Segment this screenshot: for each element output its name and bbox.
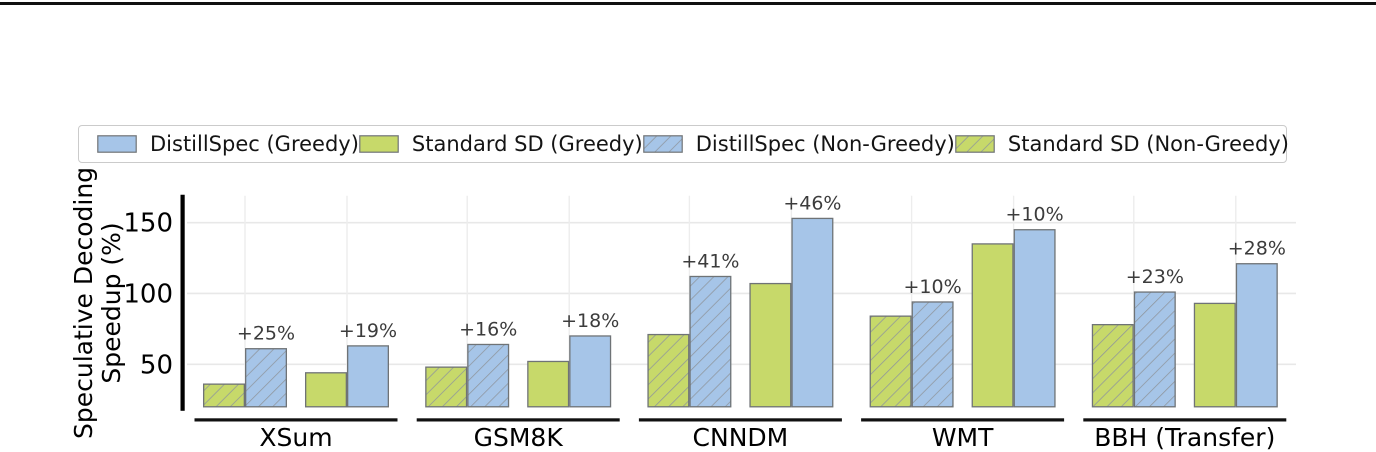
legend-label: DistillSpec (Greedy) <box>150 132 359 156</box>
bar-cnndm-distillspec-greedy <box>791 217 834 408</box>
bar-wmt-distillspec-non-greedy <box>911 301 954 408</box>
legend-swatch-standard-sd-greedy <box>359 135 399 153</box>
bar-bbh-transfer-standard-sd-non-greedy <box>1091 323 1134 408</box>
bar-gsm8k-standard-sd-non-greedy <box>425 366 468 408</box>
x-axis-line-gsm8k <box>416 418 620 422</box>
legend-item-standard-sd-greedy: Standard SD (Greedy) <box>359 132 643 156</box>
legend-item-distillspec-non-greedy: DistillSpec (Non-Greedy) <box>642 132 955 156</box>
legend-swatch-distillspec-non-greedy <box>642 135 683 153</box>
x-axis-line-wmt <box>861 418 1065 422</box>
category-label-bbh-transfer: BBH (Transfer) <box>1094 423 1275 452</box>
annotation-cnndm-greedy: +46% <box>783 192 841 214</box>
legend-label: Standard SD (Non-Greedy) <box>1007 132 1289 156</box>
y-tick-label-50: 50 <box>140 350 173 380</box>
bar-cnndm-standard-sd-non-greedy <box>647 333 690 408</box>
y-axis-label-line-1: Speculative Decoding <box>69 167 98 439</box>
legend-item-standard-sd-non-greedy: Standard SD (Non-Greedy) <box>955 132 1289 156</box>
legend-swatch-standard-sd-non-greedy <box>955 135 995 153</box>
legend-item-distillspec-greedy: DistillSpec (Greedy) <box>97 132 359 156</box>
bar-bbh-transfer-distillspec-non-greedy <box>1133 291 1176 408</box>
bar-wmt-standard-sd-non-greedy <box>869 315 912 408</box>
x-axis-line-xsum <box>194 418 398 422</box>
bar-wmt-standard-sd-greedy <box>971 243 1014 408</box>
legend-swatch-distillspec-greedy <box>97 135 137 153</box>
bar-xsum-distillspec-greedy <box>346 345 389 408</box>
y-axis-spine <box>180 194 185 411</box>
bar-bbh-transfer-standard-sd-greedy <box>1193 302 1236 408</box>
y-axis-label-line-2: Speedup (%) <box>97 222 126 383</box>
y-tick-label-100: 100 <box>123 279 173 309</box>
annotation-wmt-greedy: +10% <box>1006 204 1064 226</box>
category-label-xsum: XSum <box>259 423 332 452</box>
category-label-cnndm: CNNDM <box>693 423 789 452</box>
bar-wmt-distillspec-greedy <box>1013 229 1056 408</box>
annotation-cnndm-non-greedy: +41% <box>681 250 739 272</box>
bar-cnndm-standard-sd-greedy <box>749 282 792 408</box>
x-axis-line-cnndm <box>638 418 842 422</box>
chart-legend: DistillSpec (Greedy) Standard SD (Greedy… <box>78 125 1289 163</box>
annotation-bbh-transfer-non-greedy: +23% <box>1126 266 1184 288</box>
annotation-wmt-non-greedy: +10% <box>904 276 962 298</box>
bar-xsum-standard-sd-greedy <box>304 372 347 408</box>
bar-gsm8k-distillspec-greedy <box>569 335 612 408</box>
annotation-gsm8k-non-greedy: +16% <box>459 318 517 340</box>
bar-cnndm-distillspec-non-greedy <box>689 275 732 408</box>
annotation-xsum-non-greedy: +25% <box>237 323 295 345</box>
bar-gsm8k-standard-sd-greedy <box>527 360 570 408</box>
x-axis-line-bbh-transfer <box>1083 418 1287 422</box>
bar-xsum-standard-sd-non-greedy <box>202 383 245 408</box>
category-label-wmt: WMT <box>932 423 994 452</box>
bar-xsum-distillspec-non-greedy <box>244 348 287 408</box>
annotation-xsum-greedy: +19% <box>339 320 397 342</box>
legend-label: DistillSpec (Non-Greedy) <box>695 132 955 156</box>
top-rule <box>0 2 1376 6</box>
bar-bbh-transfer-distillspec-greedy <box>1235 263 1278 408</box>
legend-label: Standard SD (Greedy) <box>411 132 643 156</box>
bar-gsm8k-distillspec-non-greedy <box>467 343 510 408</box>
annotation-bbh-transfer-greedy: +28% <box>1228 238 1286 260</box>
y-tick-label-150: 150 <box>123 209 173 239</box>
category-label-gsm8k: GSM8K <box>474 423 564 452</box>
annotation-gsm8k-greedy: +18% <box>561 310 619 332</box>
